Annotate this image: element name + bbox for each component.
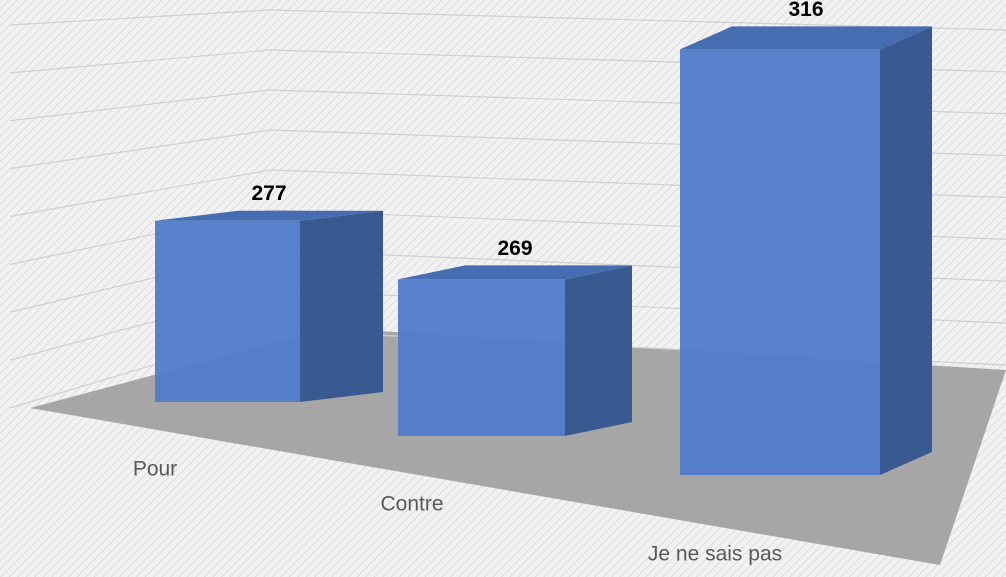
bar-top bbox=[155, 210, 383, 221]
bars bbox=[155, 26, 932, 476]
bar-side bbox=[880, 26, 932, 476]
data-label: 269 bbox=[497, 237, 532, 260]
bar bbox=[398, 279, 565, 436]
labels: 277 Pour 269 Contre 316 Je ne sais pas bbox=[133, 0, 824, 566]
data-label: 316 bbox=[788, 0, 823, 21]
bar bbox=[680, 49, 880, 476]
x-tick-label: Contre bbox=[380, 493, 443, 516]
x-tick-label: Pour bbox=[133, 458, 177, 481]
bar-top bbox=[680, 26, 932, 50]
data-label: 277 bbox=[251, 182, 286, 205]
x-tick-label: Je ne sais pas bbox=[648, 543, 782, 566]
bar-top bbox=[398, 265, 632, 280]
bar-side bbox=[565, 265, 632, 436]
bar bbox=[155, 220, 300, 402]
bar-side bbox=[300, 210, 383, 402]
grid-line bbox=[9, 9, 1006, 31]
